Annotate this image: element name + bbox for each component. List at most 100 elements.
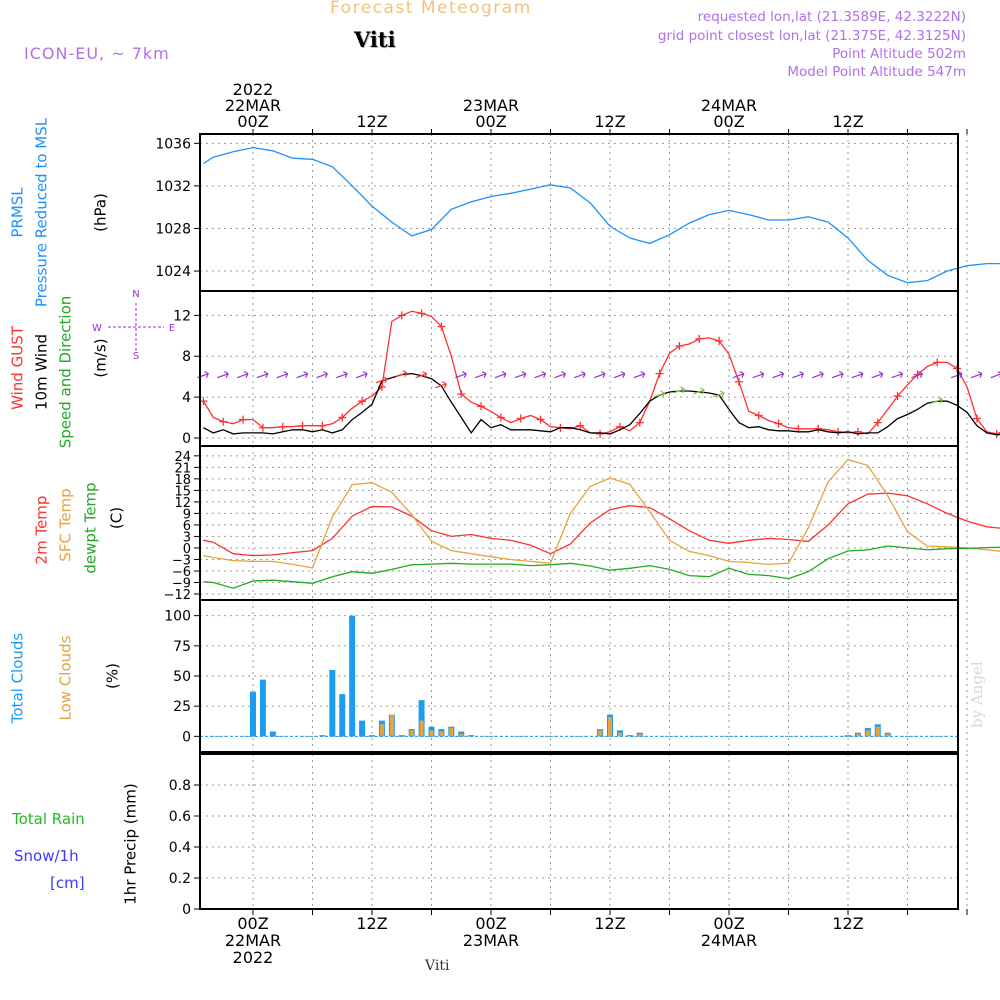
cloud-bar (359, 720, 366, 737)
model-altitude: Model Point Altitude 547m (787, 64, 966, 80)
panel-1: 1024 1028 1032 1036 PRMSL Pressure Reduced to… (9, 117, 1000, 307)
side-label: 2m Temp (33, 496, 51, 565)
cloud-bar (250, 691, 256, 737)
y-tick-label: 0.2 (169, 871, 191, 887)
side-label: (%) (104, 663, 122, 689)
legend-snow-unit: [cm] (50, 874, 85, 892)
cloud-bar (468, 735, 475, 737)
compass-w: W (92, 323, 102, 334)
wind-arrow (693, 387, 705, 395)
cloud-bar (349, 615, 356, 737)
wind-arrow (931, 396, 943, 404)
top-time-label: 00Z (713, 112, 744, 131)
wind-arrow (574, 371, 586, 379)
wind-arrow (673, 386, 685, 394)
panel-frame (199, 753, 959, 910)
cloud-bar (259, 679, 266, 737)
gust-point (754, 411, 763, 420)
gust-point (873, 418, 882, 427)
y-tick-label: 12 (173, 308, 191, 324)
wind-arrow (851, 371, 864, 379)
wind-arrow (990, 371, 1000, 379)
gust-point (397, 311, 406, 320)
y-tick-label: 25 (173, 699, 191, 715)
y-tick-label: 9 (183, 507, 191, 522)
gust-point (239, 415, 248, 424)
cloud-bar (329, 669, 336, 737)
gust-point (477, 402, 486, 411)
side-label: Speed and Direction (57, 296, 75, 449)
compass-s: S (133, 351, 139, 362)
side-label: 1hr Precip (mm) (122, 783, 140, 904)
wind-arrow (950, 371, 963, 379)
y-tick-label: 0 (182, 729, 191, 745)
top-time-label: 00Z (237, 112, 268, 131)
gust-point (536, 415, 545, 424)
cloud-bar (459, 733, 464, 737)
y-tick-label: 0 (183, 542, 191, 557)
top-time-label: 00Z (475, 112, 506, 131)
side-label: (hPa) (92, 193, 110, 232)
legend-total-rain: Total Rain (11, 810, 85, 828)
y-tick-label: 24 (174, 450, 191, 465)
point-altitude: Point Altitude 502m (832, 46, 966, 62)
y-tick-label: −12 (164, 588, 191, 603)
side-label: dewpt Temp (82, 482, 100, 573)
gust-point (516, 414, 525, 423)
gust-point (774, 419, 783, 428)
cloud-bar (269, 731, 276, 737)
gust-point (417, 309, 426, 318)
wind-arrow (613, 371, 626, 379)
y-tick-label: 1024 (155, 264, 191, 280)
cloud-bar (419, 720, 424, 737)
gust-point (655, 369, 664, 378)
cloud-bar (608, 717, 612, 737)
gust-point (457, 390, 466, 399)
wind-arrow (593, 371, 606, 379)
wind-arrow (792, 371, 804, 379)
y-tick-label: 18 (174, 473, 191, 488)
cloud-bar (439, 731, 444, 737)
gust-point (258, 423, 267, 432)
bottom-time-label: 00Z (475, 914, 506, 933)
wind-arrow (236, 371, 249, 379)
bottom-time-label: 23MAR (463, 931, 519, 950)
y-tick-label: 12 (174, 496, 191, 511)
gust-point (219, 417, 228, 426)
model-label: ICON-EU, ~ 7km (24, 44, 170, 63)
wind-arrow (653, 390, 666, 398)
cloud-bar (885, 733, 890, 737)
y-tick-label: 3 (183, 530, 191, 545)
requested-coords: requested lon,lat (21.3589E, 42.3222N) (697, 9, 966, 25)
wind-arrow (355, 371, 368, 379)
cloud-bar (855, 733, 860, 737)
cloud-bar (418, 700, 425, 737)
cloud-bar (369, 735, 375, 737)
wind-arrow (217, 371, 229, 379)
series-line (203, 545, 1000, 589)
panel-4: 0 25 50 75 100 Total Clouds Low Clouds (%) (9, 599, 968, 753)
bottom-time-label: 00Z (237, 914, 268, 933)
cloud-bar (637, 733, 642, 737)
y-tick-label: 100 (164, 609, 191, 625)
wind-arrow (812, 371, 824, 379)
cloud-bar (319, 735, 326, 737)
gust-point (338, 413, 347, 422)
side-label: Pressure Reduced to MSL (33, 117, 51, 307)
gust-point (972, 414, 981, 423)
y-tick-label: 15 (174, 484, 191, 499)
gust-point (675, 342, 684, 351)
wind-arrow (752, 371, 765, 379)
compass-n: N (132, 289, 139, 300)
wind-arrow (395, 370, 408, 378)
y-tick-label: 0.6 (169, 809, 191, 825)
series-line (203, 458, 1000, 569)
bottom-time-label: 12Z (832, 914, 863, 933)
bottom-time-label: 12Z (356, 914, 387, 933)
cloud-bar (598, 730, 603, 737)
cloud-bar (389, 714, 394, 737)
gust-point (298, 421, 307, 430)
compass-cross (108, 303, 164, 351)
wind-arrow (256, 371, 269, 379)
